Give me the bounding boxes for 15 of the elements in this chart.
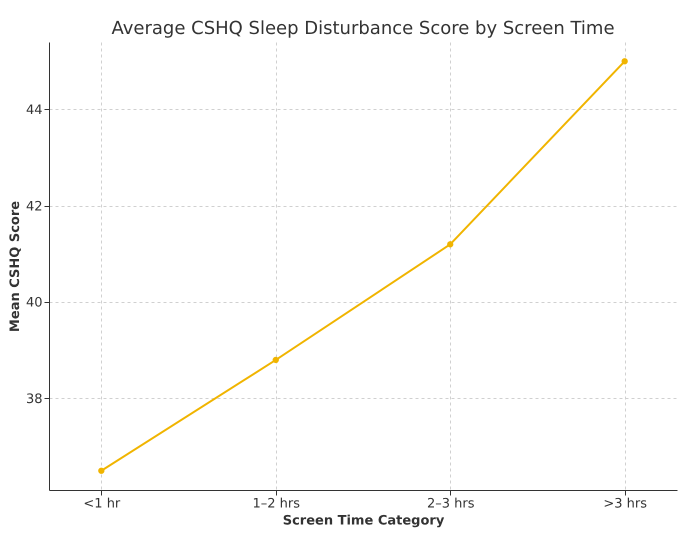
y-tick-label: 40 (26, 296, 42, 311)
x-tick-label: >3 hrs (603, 496, 648, 512)
y-axis-title: Mean CSHQ Score (8, 200, 23, 332)
point (98, 468, 104, 474)
point (447, 241, 454, 248)
y-tick-label: 38 (26, 392, 42, 407)
y-tick-label: 44 (26, 102, 42, 118)
point (272, 356, 279, 364)
point (622, 58, 628, 64)
x-tick-label: 2–3 hrs (426, 496, 475, 512)
x-axis-title: Screen Time Category (282, 514, 445, 528)
x-tick-label: 1–2 hrs (252, 496, 300, 512)
x-tick-label: <1 hr (83, 496, 121, 512)
chart-title: Average CSHQ Sleep Disturbance Score by Screen Time (111, 18, 615, 39)
y-tick-label: 42 (26, 199, 42, 214)
